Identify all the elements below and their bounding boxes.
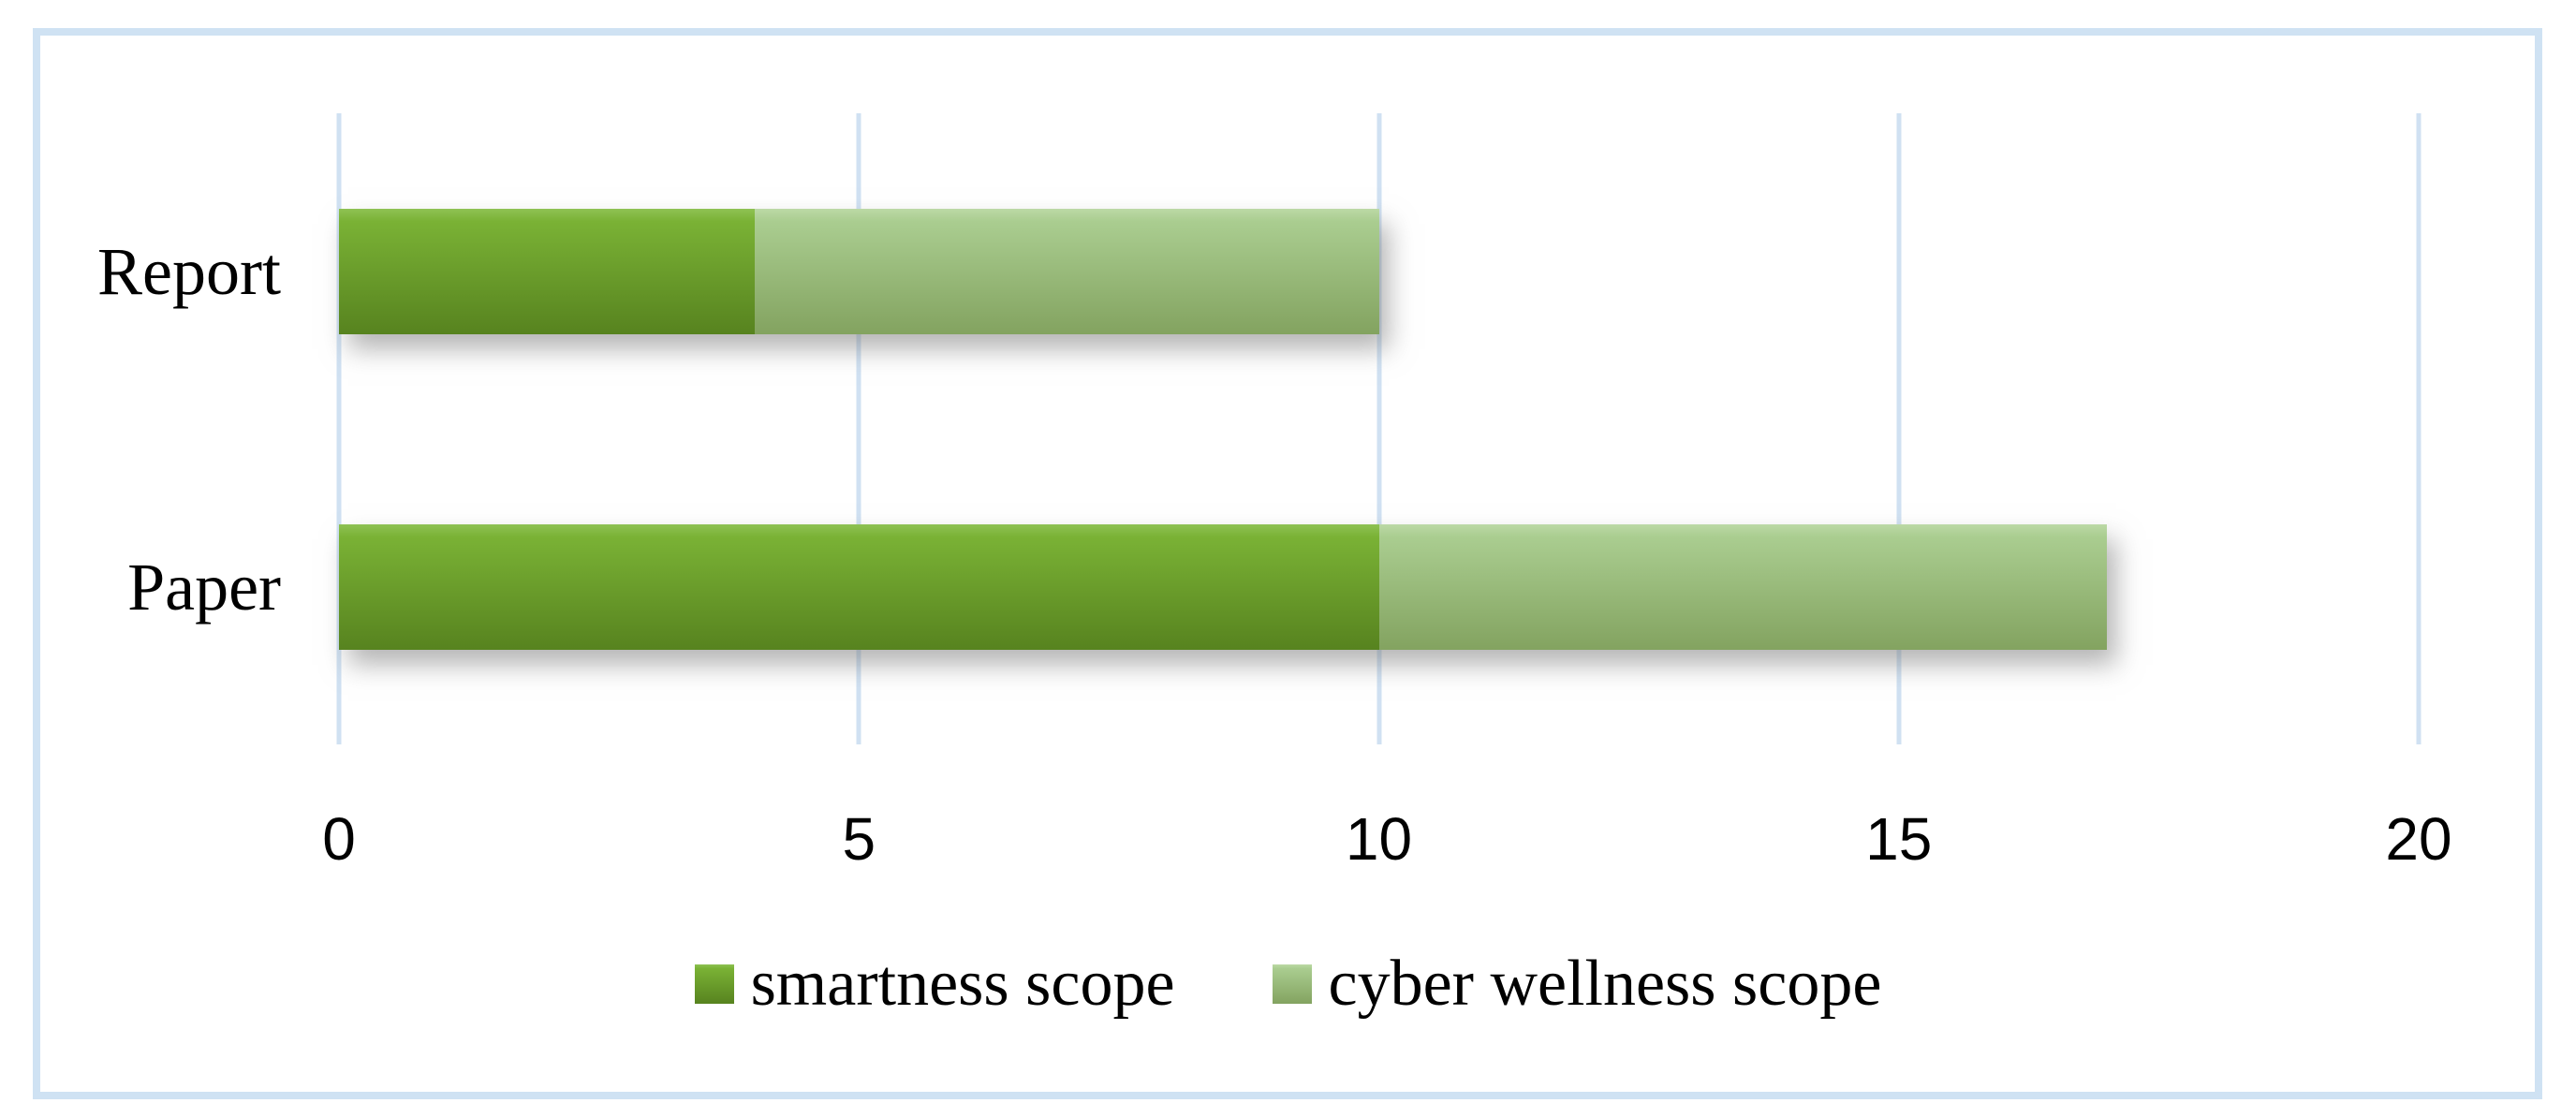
bar-segment-smartness-scope-report [339,209,756,334]
plot-area: 0 5 10 15 20 Report Paper [97,113,2452,872]
category-label-paper: Paper [127,550,281,625]
bar-report [339,209,1379,334]
legend-label-cyber-wellness-scope: cyber wellness scope [1328,948,1882,1020]
bar-segment-cyber-wellness-scope-paper [1378,524,2107,650]
gridline-15 [1896,113,1902,744]
bar-paper [339,524,2107,650]
x-tick-label-20: 20 [2385,805,2452,873]
x-tick-label-5: 5 [842,805,876,873]
x-tick-label-0: 0 [322,805,356,873]
gridline-20 [2416,113,2421,744]
gridline-5 [856,113,861,744]
legend-item-cyber-wellness-scope: cyber wellness scope [1272,948,1882,1020]
gridline-0 [336,113,342,744]
legend-label-smartness-scope: smartness scope [750,948,1175,1020]
x-tick-label-10: 10 [1345,805,1413,873]
legend-swatch-cyber-wellness-scope [1272,964,1312,1004]
chart-border-frame [33,28,2542,1099]
legend: smartness scope cyber wellness scope [0,951,2576,1017]
bar-segment-cyber-wellness-scope-report [755,209,1379,334]
legend-item-smartness-scope: smartness scope [694,948,1175,1020]
bar-segment-smartness-scope-paper [339,524,1379,650]
gridline-10 [1376,113,1381,744]
legend-swatch-smartness-scope [694,964,734,1004]
x-tick-label-15: 15 [1865,805,1933,873]
category-label-report: Report [97,234,281,309]
